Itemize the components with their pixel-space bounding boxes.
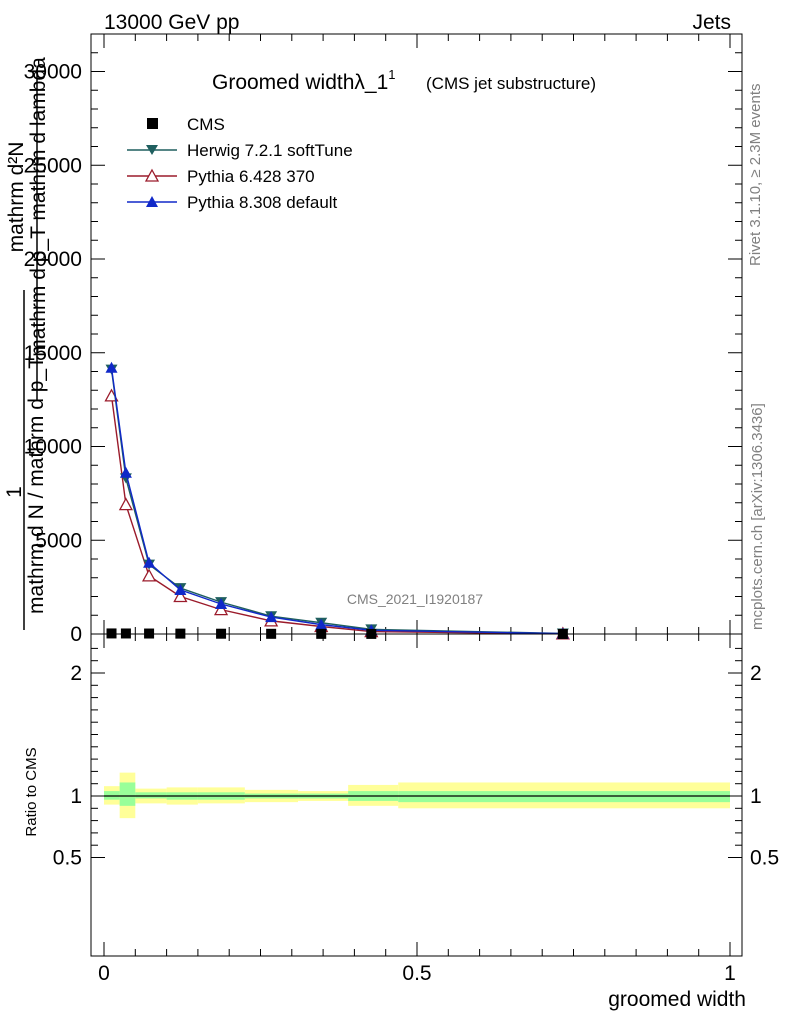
legend-marker-pythia8 <box>146 196 158 207</box>
y-label-one: 1 <box>3 486 26 498</box>
ratio-y-label: Ratio to CMS <box>23 747 40 836</box>
stat-band-bin <box>398 791 730 803</box>
legend-label-cms: CMS <box>187 115 225 134</box>
ratio-plot: 0.5 0.51 12 2 0 0.5 1 Ratio to CMS groomed wi… <box>23 633 779 1011</box>
stat-band-bin <box>119 782 136 806</box>
rivet-label: Rivet 3.1.10, ≥ 2.3M events <box>747 84 764 267</box>
ratio-tick-label-left: 2 <box>70 662 82 685</box>
pythia8-point <box>315 618 328 630</box>
legend-label-herwig: Herwig 7.2.1 softTune <box>187 141 353 160</box>
ratio-x-axis: 0 0.5 1 <box>98 634 736 985</box>
cms-data-point <box>106 628 117 639</box>
ratio-bands <box>104 772 730 819</box>
pythia8-point <box>215 598 228 609</box>
y-tick-label: 20000 <box>24 248 82 271</box>
header-left: 13000 GeV pp <box>104 11 239 34</box>
main-y-axis: 0 5000 10000 15000 20000 25000 30000 <box>24 52 742 646</box>
stat-band-bin <box>135 792 167 799</box>
pythia8-point <box>174 583 187 595</box>
pythia8-point <box>105 361 118 373</box>
y-tick-label: 5000 <box>35 529 82 552</box>
legend-marker-cms <box>147 118 158 129</box>
header-right: Jets <box>692 11 731 34</box>
ratio-tick-label-right: 1 <box>750 785 762 808</box>
y-tick-label: 0 <box>70 623 82 646</box>
ratio-tick-label-left: 0.5 <box>53 847 82 870</box>
pythia8-point <box>143 556 156 568</box>
stat-band-bin <box>104 791 120 800</box>
plot-subtitle: (CMS jet substructure) <box>426 74 596 93</box>
pythia6-point <box>141 568 157 582</box>
x-tick-label: 1 <box>724 962 736 985</box>
y-tick-label: 10000 <box>24 436 82 459</box>
pythia6-point <box>173 589 188 603</box>
main-plot: 0 5000 10000 15000 20000 25000 30000 Groomed w… <box>3 33 743 646</box>
legend-marker-pythia6 <box>144 168 160 182</box>
pythia8-point <box>265 611 278 623</box>
x-tick-label: 0 <box>98 962 110 985</box>
plot-title: Groomed widthλ_11 <box>212 67 396 94</box>
y-label-denominator: mathrm d p_T mathrm d lambda <box>27 57 50 357</box>
y-tick-label: 15000 <box>24 342 82 365</box>
x-tick-label: 0.5 <box>402 962 431 985</box>
ratio-y-axis: 0.5 0.5 1 1 2 2 <box>53 647 779 870</box>
x-axis-label: groomed width <box>608 988 746 1011</box>
pythia8-point <box>119 466 132 478</box>
cms-data-point <box>120 628 131 639</box>
y-label-normalization: mathrm d N / mathrm d p_T <box>25 356 48 614</box>
ratio-tick-label-right: 2 <box>750 662 762 685</box>
series-layer <box>104 361 570 640</box>
legend-label-pythia6: Pythia 6.428 370 <box>187 167 315 186</box>
y-tick-label: 30000 <box>24 61 82 84</box>
ratio-tick-label-left: 1 <box>70 785 82 808</box>
ratio-tick-label-right: 0.5 <box>750 847 779 870</box>
pythia6-point <box>118 497 134 511</box>
pythia6-point <box>213 602 229 616</box>
y-tick-label: 25000 <box>24 154 82 177</box>
analysis-watermark: CMS_2021_I1920187 <box>347 591 483 607</box>
legend-label-pythia8: Pythia 8.308 default <box>187 193 338 212</box>
y-label-numerator: mathrm d²N <box>5 142 28 253</box>
legend: CMS Herwig 7.2.1 softTune Pythia 6.428 3… <box>127 115 353 212</box>
mcplots-label: mcplots.cern.ch [arXiv:1306.3436] <box>749 403 766 630</box>
main-y-label: mathrm d²N mathrm d p_T mathrm d lambda … <box>3 57 50 630</box>
legend-marker-herwig <box>146 145 158 155</box>
